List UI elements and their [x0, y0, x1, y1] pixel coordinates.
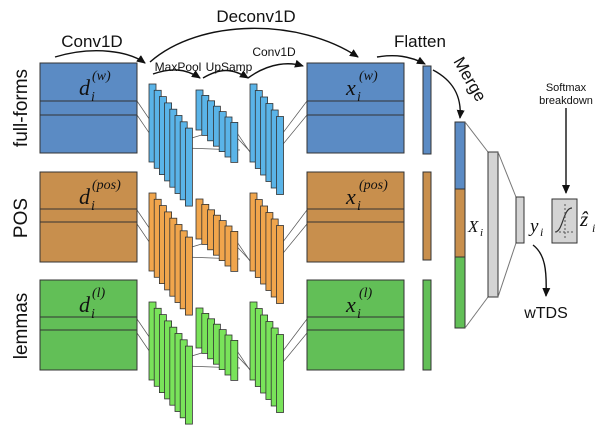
dense-layers — [464, 121, 525, 329]
output-label-sup: (l) — [359, 286, 373, 301]
label-deconv1d: Deconv1D — [216, 7, 295, 26]
input-label-base: d — [79, 75, 91, 100]
conv-stacks — [148, 83, 284, 425]
output-label-sub: i — [357, 199, 361, 214]
arrow-conv1d — [54, 50, 146, 64]
input-label-sup: (pos) — [92, 178, 121, 193]
label-breakdown: breakdown — [539, 95, 593, 107]
maxpool-feature-map-words — [230, 122, 239, 163]
conv-feature-map-pos — [184, 236, 193, 316]
upsamp-feature-map-pos — [276, 225, 284, 304]
arrow-deconv1d — [149, 27, 359, 63]
input-label-sup: (l) — [92, 286, 106, 301]
maxpool-feature-map-lemmas — [230, 339, 239, 381]
output-label-sup: (pos) — [359, 178, 388, 193]
arrow-maxpool — [152, 69, 201, 79]
merged-label-sub: i — [480, 227, 483, 239]
input-block-lemmas: d i (l) — [39, 279, 138, 371]
output-z-sub: i — [592, 221, 595, 235]
output-label-base: x — [345, 75, 356, 100]
output-y-base: y — [528, 216, 539, 237]
label-upsamp: UpSamp — [206, 60, 253, 74]
label-conv1d-right: Conv1D — [252, 45, 296, 59]
flow-arrows — [54, 27, 570, 297]
output-z-base: ẑ — [579, 207, 589, 231]
label-wtds: wTDS — [523, 305, 568, 322]
input-block-full-forms: d i (w) — [39, 62, 138, 154]
input-label-base: d — [79, 292, 91, 317]
output-block-lemmas: x i (l) — [306, 279, 405, 371]
row-label-pos: POS — [11, 198, 32, 238]
merged-vector — [454, 121, 466, 329]
flatten-bar-pos — [422, 171, 432, 261]
upsamp-feature-map-words — [276, 116, 284, 195]
input-label-sub: i — [91, 199, 95, 214]
row-label-full-forms: full-forms — [11, 69, 32, 147]
arrow-merge — [432, 69, 465, 119]
sigmoid-curve-icon — [554, 207, 573, 233]
output-y-sub: i — [540, 225, 543, 239]
arrow-conv1d-right — [247, 59, 304, 79]
arrow-wtds — [532, 244, 551, 297]
input-label-sub: i — [91, 90, 95, 105]
input-block-pos: d i (pos) — [39, 171, 138, 263]
arrow-flatten — [376, 55, 426, 65]
input-label-base: d — [79, 184, 91, 209]
arrow-upsamp — [202, 69, 249, 79]
merged-label-base: X — [467, 217, 479, 236]
label-flatten: Flatten — [394, 32, 446, 51]
flatten-bar-full-forms — [422, 65, 432, 155]
softmax-box — [551, 198, 578, 244]
maxpool-feature-map-pos — [230, 230, 239, 272]
flatten-bar-lemmas — [422, 279, 432, 371]
conv-feature-map-lemmas — [184, 345, 193, 425]
output-label-base: x — [345, 184, 356, 209]
upsamp-feature-map-lemmas — [276, 334, 284, 413]
output-label-sub: i — [357, 90, 361, 105]
row-label-lemmas: lemmas — [11, 293, 32, 360]
output-block-full-forms: x i (w) — [306, 62, 405, 154]
conv-feature-map-words — [184, 127, 193, 207]
label-merge: Merge — [449, 54, 490, 105]
output-label-sub: i — [357, 307, 361, 322]
label-conv1d-left: Conv1D — [61, 32, 122, 51]
label-softmax: Softmax — [546, 82, 587, 94]
output-block-pos: x i (pos) — [306, 171, 405, 263]
input-label-sup: (w) — [92, 69, 111, 84]
output-label-sup: (w) — [359, 69, 378, 84]
output-label-base: x — [345, 292, 356, 317]
input-label-sub: i — [91, 307, 95, 322]
